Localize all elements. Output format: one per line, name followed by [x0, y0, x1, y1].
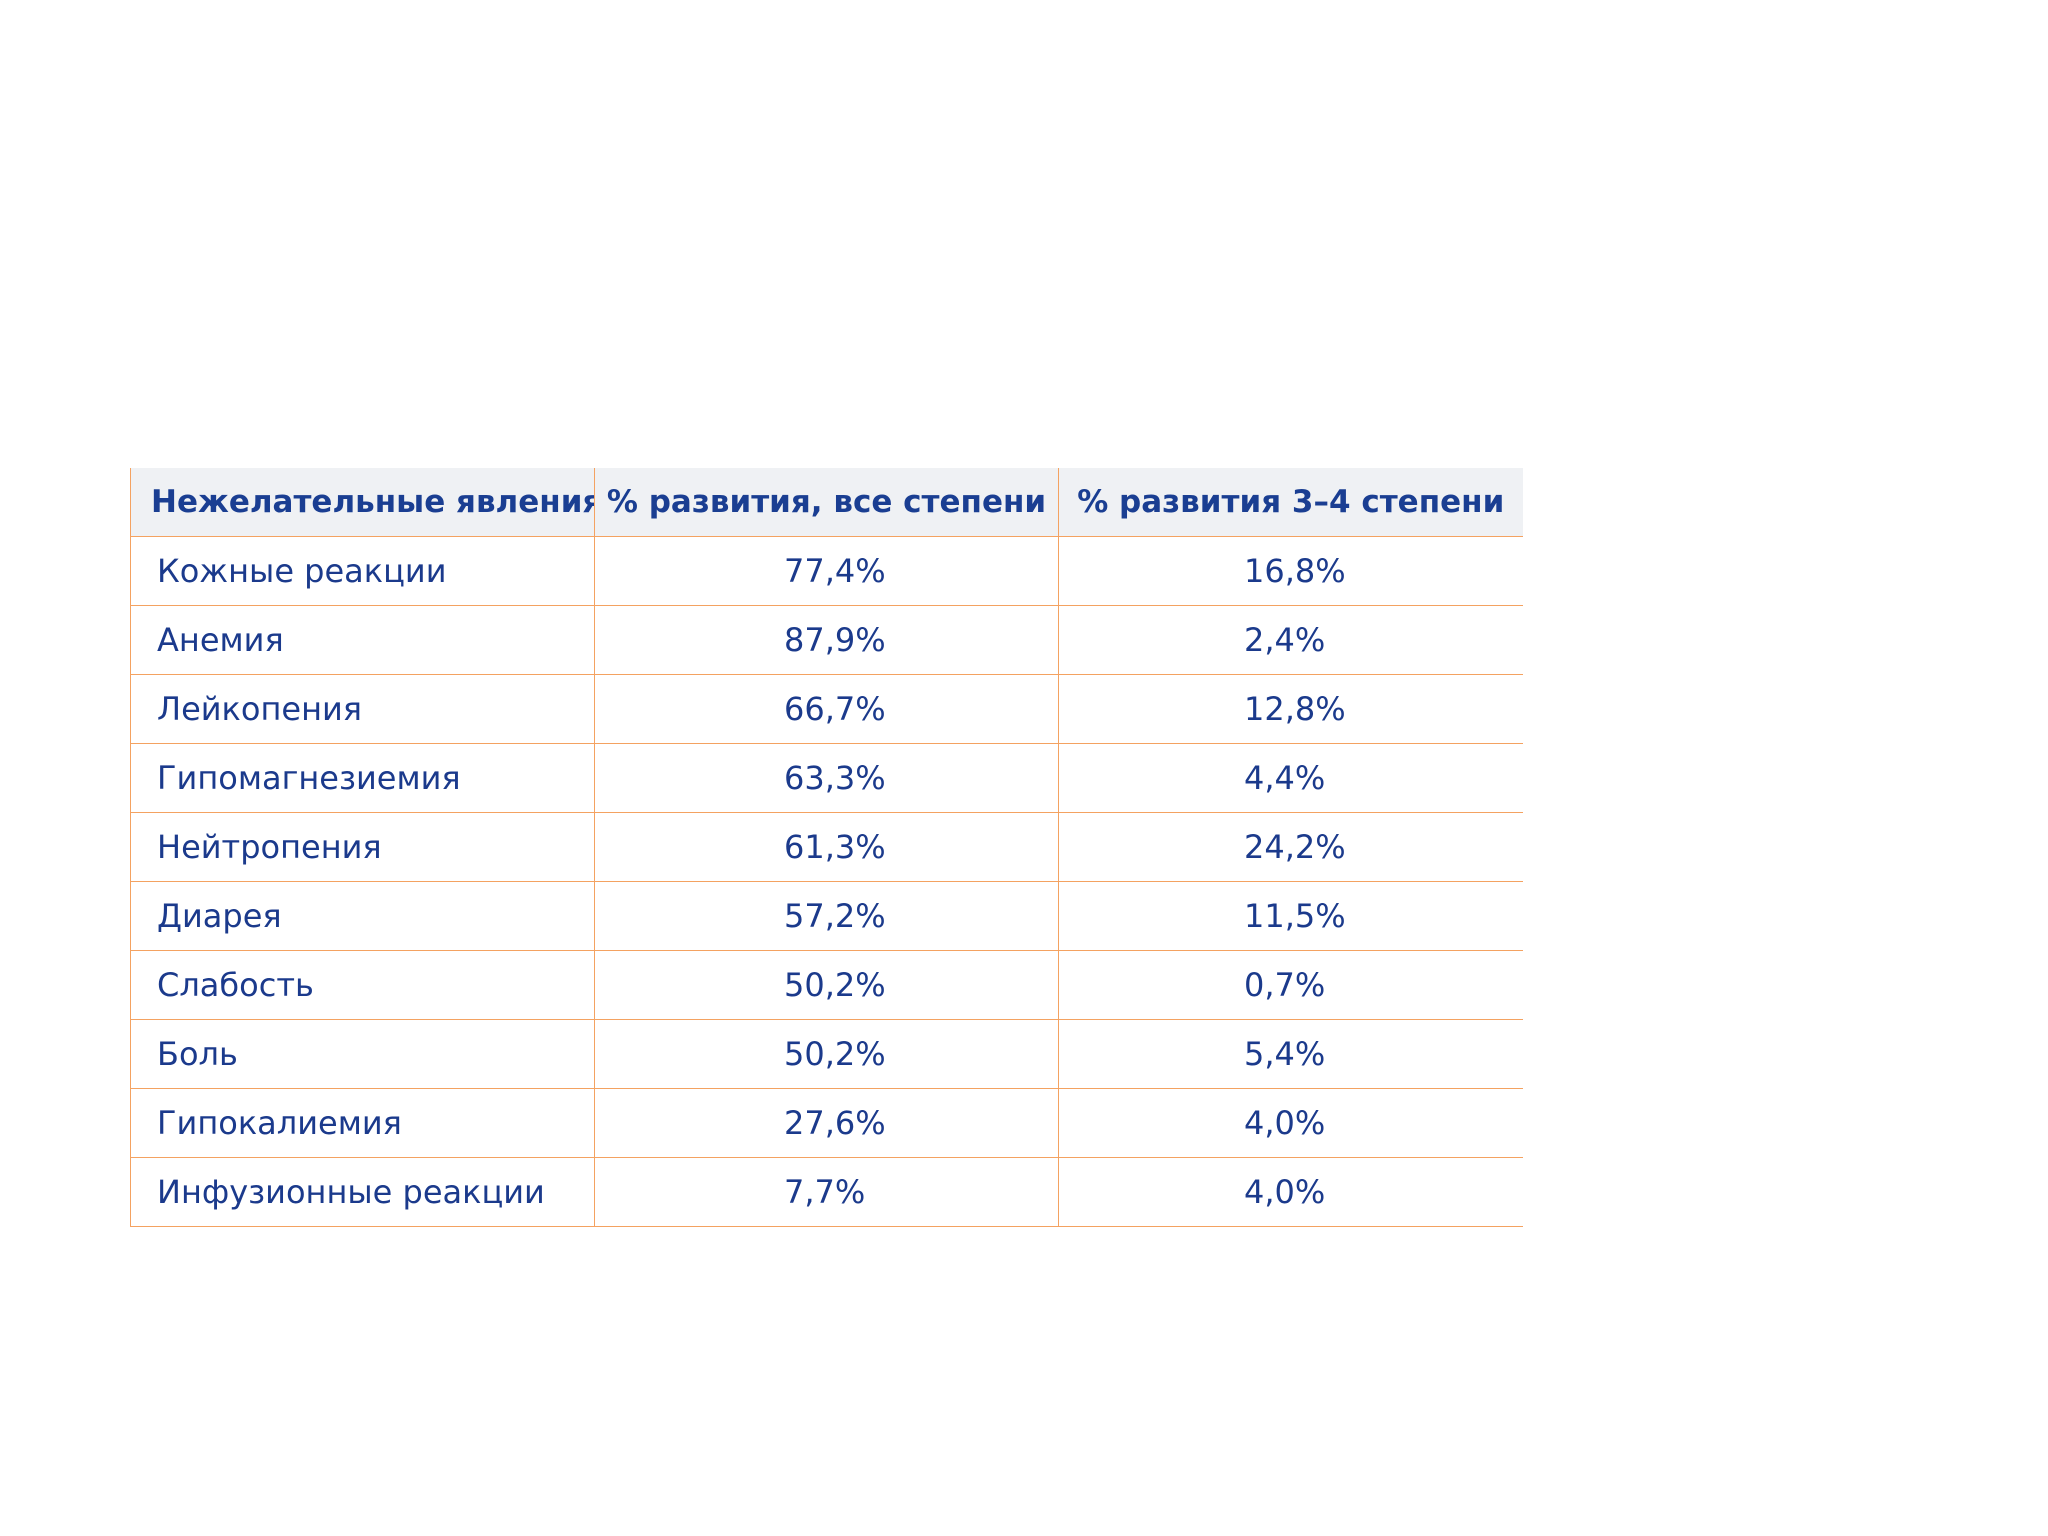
row-name: Боль — [130, 1019, 595, 1089]
row-all-grades: 7,7% — [594, 1157, 1059, 1227]
table-header: Нежелательные явления % развития, все ст… — [130, 468, 1523, 537]
row-all-grades: 50,2% — [594, 1019, 1059, 1089]
table-row: Боль 50,2% 5,4% — [130, 1019, 1523, 1089]
row-grade-3-4: 24,2% — [1058, 812, 1523, 882]
row-all-grades: 57,2% — [594, 881, 1059, 951]
header-grade-3-4: % развития 3–4 степени — [1058, 468, 1523, 537]
row-grade-3-4: 0,7% — [1058, 950, 1523, 1020]
row-all-grades: 66,7% — [594, 674, 1059, 744]
row-name: Диарея — [130, 881, 595, 951]
row-name: Кожные реакции — [130, 536, 595, 606]
row-name: Инфузионные реакции — [130, 1157, 595, 1227]
row-name: Анемия — [130, 605, 595, 675]
row-all-grades: 27,6% — [594, 1088, 1059, 1158]
row-grade-3-4: 11,5% — [1058, 881, 1523, 951]
row-grade-3-4: 4,0% — [1058, 1088, 1523, 1158]
row-name: Нейтропения — [130, 812, 595, 882]
row-name: Лейкопения — [130, 674, 595, 744]
table-row: Гипокалиемия 27,6% 4,0% — [130, 1088, 1523, 1158]
adverse-events-table: Нежелательные явления % развития, все ст… — [130, 468, 1523, 1227]
header-all-grades: % развития, все степени — [594, 468, 1059, 537]
row-name: Гипокалиемия — [130, 1088, 595, 1158]
row-all-grades: 50,2% — [594, 950, 1059, 1020]
table-row: Нейтропения 61,3% 24,2% — [130, 812, 1523, 882]
table-row: Слабость 50,2% 0,7% — [130, 950, 1523, 1020]
header-row: Нежелательные явления % развития, все ст… — [130, 468, 1523, 537]
row-grade-3-4: 4,4% — [1058, 743, 1523, 813]
row-grade-3-4: 12,8% — [1058, 674, 1523, 744]
table-row: Анемия 87,9% 2,4% — [130, 605, 1523, 675]
row-grade-3-4: 16,8% — [1058, 536, 1523, 606]
row-all-grades: 87,9% — [594, 605, 1059, 675]
table-row: Диарея 57,2% 11,5% — [130, 881, 1523, 951]
row-all-grades: 61,3% — [594, 812, 1059, 882]
table-row: Инфузионные реакции 7,7% 4,0% — [130, 1157, 1523, 1227]
table-row: Гипомагнезиемия 63,3% 4,4% — [130, 743, 1523, 813]
table-row: Кожные реакции 77,4% 16,8% — [130, 536, 1523, 606]
row-grade-3-4: 5,4% — [1058, 1019, 1523, 1089]
header-adverse-events: Нежелательные явления — [130, 468, 595, 537]
row-all-grades: 77,4% — [594, 536, 1059, 606]
row-name: Гипомагнезиемия — [130, 743, 595, 813]
table-row: Лейкопения 66,7% 12,8% — [130, 674, 1523, 744]
row-name: Слабость — [130, 950, 595, 1020]
row-grade-3-4: 4,0% — [1058, 1157, 1523, 1227]
row-grade-3-4: 2,4% — [1058, 605, 1523, 675]
table-body: Кожные реакции 77,4% 16,8% Анемия 87,9% … — [130, 536, 1523, 1227]
row-all-grades: 63,3% — [594, 743, 1059, 813]
